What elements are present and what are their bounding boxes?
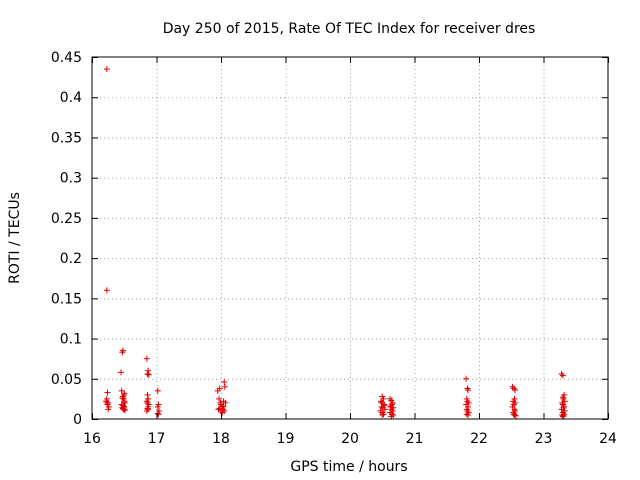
data-point — [220, 403, 227, 410]
data-point — [380, 411, 387, 418]
y-tick-label: 0.4 — [60, 90, 82, 106]
data-point — [145, 371, 152, 378]
data-point — [221, 407, 228, 414]
x-tick-label: 21 — [406, 431, 424, 447]
data-point — [221, 378, 228, 385]
data-point — [144, 391, 151, 398]
y-tick-label: 0.3 — [60, 171, 82, 187]
y-tick-label: 0.45 — [51, 50, 82, 66]
tick-labels-layer: 16 17 18 19 20 21 22 23 24 0 0.05 0.1 0.15 0.2 0.25 0.3… — [51, 50, 617, 447]
data-point — [511, 411, 518, 418]
data-point — [378, 399, 385, 406]
data-point — [119, 395, 126, 402]
data-point — [216, 405, 223, 412]
data-point — [103, 287, 110, 294]
data-point — [216, 395, 223, 402]
y-axis-label: ROTI / TECUs — [7, 192, 23, 284]
x-tick-label: 20 — [341, 431, 359, 447]
data-point — [222, 399, 229, 406]
data-point — [154, 387, 161, 394]
data-point — [155, 411, 162, 418]
data-point — [120, 406, 127, 413]
data-point — [121, 407, 128, 414]
data-point — [104, 389, 111, 396]
x-axis-label: GPS time / hours — [290, 459, 407, 475]
data-point — [465, 411, 472, 418]
x-tick-label: 24 — [599, 431, 617, 447]
data-point — [145, 367, 152, 374]
y-tick-label: 0.1 — [60, 332, 82, 348]
data-point — [143, 407, 150, 414]
data-point — [381, 406, 388, 413]
data-point — [559, 372, 566, 379]
x-tick-label: 19 — [277, 431, 295, 447]
data-point — [387, 403, 394, 410]
data-point — [389, 399, 396, 406]
points-layer — [103, 66, 568, 420]
data-point — [560, 412, 567, 419]
data-point — [154, 403, 161, 410]
data-point — [221, 383, 228, 390]
data-point — [105, 406, 112, 413]
data-point — [379, 411, 386, 418]
x-tick-label: 23 — [535, 431, 553, 447]
chart-title: Day 250 of 2015, Rate Of TEC Index for r… — [163, 21, 536, 37]
data-point — [154, 410, 161, 417]
x-tick-label: 18 — [212, 431, 230, 447]
data-point — [143, 355, 150, 362]
x-tick-label: 17 — [148, 431, 166, 447]
data-point — [104, 399, 111, 406]
data-point — [512, 387, 519, 394]
y-tick-label: 0.35 — [51, 130, 82, 146]
y-tick-label: 0.15 — [51, 291, 82, 307]
data-point — [119, 347, 126, 354]
grid-layer — [92, 57, 608, 419]
data-point — [118, 369, 125, 376]
data-point — [558, 406, 565, 413]
y-tick-label: 0.25 — [51, 211, 82, 227]
data-point — [463, 411, 470, 418]
data-point — [465, 387, 472, 394]
data-point — [512, 412, 519, 419]
ticks-layer — [92, 57, 609, 420]
data-point — [463, 375, 470, 382]
y-tick-label: 0.2 — [60, 251, 82, 267]
x-tick-label: 22 — [470, 431, 488, 447]
data-point — [216, 385, 223, 392]
data-point — [103, 66, 110, 73]
x-tick-label: 16 — [83, 431, 101, 447]
data-point — [144, 370, 151, 377]
y-tick-label: 0 — [73, 412, 82, 428]
y-tick-label: 0.05 — [51, 372, 82, 388]
